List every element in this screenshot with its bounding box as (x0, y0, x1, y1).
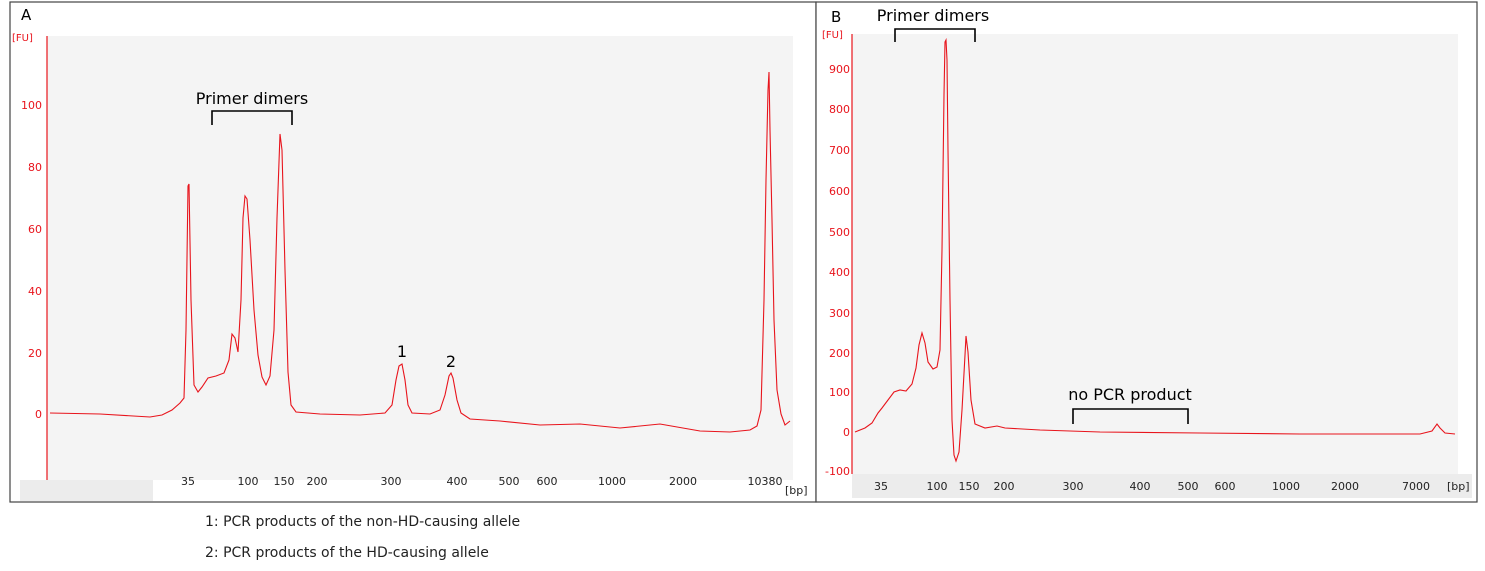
ytick: -100 (825, 465, 850, 478)
ytick: 0 (35, 408, 42, 421)
xtick: 1000 (598, 475, 626, 488)
ytick: 300 (829, 307, 850, 320)
ytick: 100 (829, 386, 850, 399)
xtick: 500 (1178, 480, 1199, 493)
panel-b-xaxis-band (852, 474, 1472, 498)
xtick: 35 (181, 475, 195, 488)
panel-a-y-unit: [FU] (12, 33, 33, 44)
panel-a-primer-dimers-bracket (211, 110, 293, 125)
xtick: 400 (1130, 480, 1151, 493)
panel-a-xticks: 35 100 150 200 300 400 500 600 1000 2000… (181, 475, 783, 488)
ytick: 700 (829, 144, 850, 157)
xtick: 200 (307, 475, 328, 488)
xtick: 600 (537, 475, 558, 488)
panel-a-letter: A (21, 6, 32, 24)
xtick: 500 (499, 475, 520, 488)
panel-a-yticks: 0 20 40 60 80 100 (21, 99, 42, 421)
ytick: 500 (829, 226, 850, 239)
panel-a-plot-bg (47, 36, 793, 480)
panel-b-letter: B (831, 8, 841, 26)
ytick: 40 (28, 285, 42, 298)
panel-a-x-unit: [bp] (785, 484, 808, 497)
panel-a-peak-1-label: 1 (397, 342, 407, 361)
ytick: 0 (843, 426, 850, 439)
legend-note-1: 1: PCR products of the non-HD-causing al… (205, 514, 521, 530)
panel-b-no-pcr-label: no PCR product (1068, 385, 1192, 404)
ytick: 900 (829, 63, 850, 76)
panel-b-xticks: 35 100 150 200 300 400 500 600 1000 2000… (874, 480, 1430, 493)
panel-a-series-line (49, 71, 791, 433)
xtick: 150 (959, 480, 980, 493)
ytick: 600 (829, 185, 850, 198)
ytick: 20 (28, 347, 42, 360)
panel-b-primer-dimers-bracket (894, 28, 976, 42)
xtick: 150 (274, 475, 295, 488)
xtick: 300 (1063, 480, 1084, 493)
ytick: 400 (829, 266, 850, 279)
xtick: 100 (238, 475, 259, 488)
panel-b-y-unit: [FU] (822, 30, 843, 41)
panel-b-x-unit: [bp] (1447, 480, 1470, 493)
legend-note-2: 2: PCR products of the HD-causing allele (205, 545, 489, 561)
panel-b-yticks: -100 0 100 200 300 400 500 600 700 800 9… (825, 63, 850, 478)
xtick: 2000 (669, 475, 697, 488)
xtick: 35 (874, 480, 888, 493)
xtick: 600 (1215, 480, 1236, 493)
ytick: 200 (829, 347, 850, 360)
ytick: 100 (21, 99, 42, 112)
panel-b-no-pcr-bracket (1072, 408, 1189, 424)
panel-a-peak-2-label: 2 (446, 352, 456, 371)
panel-b-series-line (854, 37, 1456, 463)
xtick: 400 (447, 475, 468, 488)
panel-a-primer-dimers-label: Primer dimers (196, 89, 308, 108)
xtick: 100 (927, 480, 948, 493)
xtick: 200 (994, 480, 1015, 493)
xtick: 1000 (1272, 480, 1300, 493)
xtick: 300 (381, 475, 402, 488)
ytick: 60 (28, 223, 42, 236)
xtick: 10380 (748, 475, 783, 488)
panel-b-plot-bg (852, 34, 1458, 474)
xtick: 7000 (1402, 480, 1430, 493)
xtick: 2000 (1331, 480, 1359, 493)
panel-a-xaxis-band (20, 480, 153, 501)
panel-b-primer-dimers-label: Primer dimers (877, 6, 989, 25)
ytick: 800 (829, 103, 850, 116)
ytick: 80 (28, 161, 42, 174)
